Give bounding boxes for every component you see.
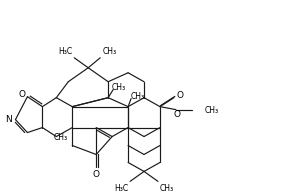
Text: O: O xyxy=(173,110,180,119)
Text: CH₃: CH₃ xyxy=(160,184,174,193)
Text: CH₃: CH₃ xyxy=(205,106,219,115)
Text: CH₃: CH₃ xyxy=(53,133,67,142)
Text: CH₃: CH₃ xyxy=(131,92,145,101)
Text: H₃C: H₃C xyxy=(58,47,72,56)
Text: O: O xyxy=(18,90,26,99)
Text: H₃C: H₃C xyxy=(114,184,128,193)
Text: N: N xyxy=(5,115,11,124)
Text: O: O xyxy=(177,91,184,100)
Text: CH₃: CH₃ xyxy=(102,47,116,56)
Text: O: O xyxy=(93,170,100,179)
Text: CH₃: CH₃ xyxy=(111,83,125,92)
